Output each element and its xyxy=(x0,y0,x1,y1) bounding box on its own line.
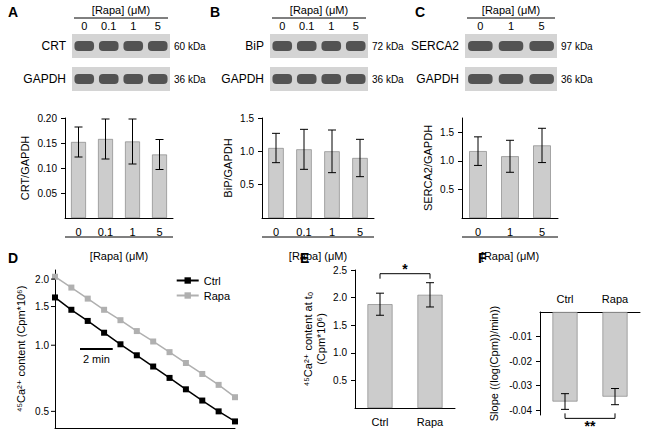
svg-text:E: E xyxy=(300,250,309,266)
svg-text:BiP/GAPDH: BiP/GAPDH xyxy=(222,138,234,197)
svg-text:⁴⁵Ca²⁺ content (Cpm*10⁶): ⁴⁵Ca²⁺ content (Cpm*10⁶) xyxy=(15,286,27,413)
svg-text:Rapa: Rapa xyxy=(417,416,444,428)
svg-text:1: 1 xyxy=(329,226,335,238)
svg-text:0.5: 0.5 xyxy=(333,375,347,386)
svg-text:0: 0 xyxy=(81,20,87,32)
svg-text:5: 5 xyxy=(353,20,359,32)
svg-text:-0.02: -0.02 xyxy=(509,356,532,367)
svg-text:SERCA2: SERCA2 xyxy=(411,39,459,53)
svg-text:F: F xyxy=(478,250,487,266)
svg-text:SERCA2/GAPDH: SERCA2/GAPDH xyxy=(422,125,434,211)
svg-text:5: 5 xyxy=(539,226,545,238)
svg-text:0: 0 xyxy=(477,20,483,32)
svg-text:CRT: CRT xyxy=(42,39,67,53)
svg-text:0.1: 0.1 xyxy=(296,226,311,238)
svg-text:Rapa: Rapa xyxy=(204,290,231,302)
svg-text:1.0: 1.0 xyxy=(35,340,49,351)
svg-text:Ctrl: Ctrl xyxy=(204,275,221,287)
svg-text:1.0: 1.0 xyxy=(333,347,347,358)
svg-text:C: C xyxy=(415,4,425,20)
svg-text:1.0: 1.0 xyxy=(240,146,254,157)
svg-text:36 kDa: 36 kDa xyxy=(174,74,206,85)
svg-text:[Rapa] (μM): [Rapa] (μM) xyxy=(481,250,539,262)
svg-text:0.05: 0.05 xyxy=(38,188,58,199)
svg-text:5: 5 xyxy=(156,226,162,238)
svg-text:36 kDa: 36 kDa xyxy=(561,74,593,85)
svg-text:0.1: 0.1 xyxy=(98,226,113,238)
svg-text:60 kDa: 60 kDa xyxy=(174,41,206,52)
svg-text:0.20: 0.20 xyxy=(38,113,58,124)
svg-text:Slope ((log(Cpm))/min)): Slope ((log(Cpm))/min)) xyxy=(488,306,500,422)
svg-text:-0.04: -0.04 xyxy=(509,405,532,416)
svg-text:[Rapa] (μM): [Rapa] (μM) xyxy=(90,250,148,262)
svg-text:(Cpm*10⁶): (Cpm*10⁶) xyxy=(315,313,327,365)
svg-text:2.5: 2.5 xyxy=(333,265,347,276)
svg-text:0.5: 0.5 xyxy=(35,406,49,417)
svg-text:[Rapa] (μM): [Rapa] (μM) xyxy=(289,250,347,262)
svg-text:1.0: 1.0 xyxy=(440,155,454,166)
svg-text:Ctrl: Ctrl xyxy=(371,416,388,428)
svg-text:5: 5 xyxy=(539,20,545,32)
svg-text:[Rapa] (μM): [Rapa] (μM) xyxy=(290,4,348,16)
svg-text:0.1: 0.1 xyxy=(101,20,116,32)
svg-text:2.0: 2.0 xyxy=(333,292,347,303)
svg-text:GAPDH: GAPDH xyxy=(23,72,66,86)
svg-text:*: * xyxy=(402,261,408,277)
svg-text:Ctrl: Ctrl xyxy=(556,293,573,305)
svg-text:1: 1 xyxy=(507,226,513,238)
svg-text:[Rapa] (μM): [Rapa] (μM) xyxy=(92,4,150,16)
svg-text:1: 1 xyxy=(129,226,135,238)
svg-text:1: 1 xyxy=(328,20,334,32)
svg-text:0.1: 0.1 xyxy=(299,20,314,32)
svg-text:CRT/GAPDH: CRT/GAPDH xyxy=(19,136,31,201)
svg-text:0.5: 0.5 xyxy=(440,184,454,195)
svg-text:0.10: 0.10 xyxy=(38,163,58,174)
svg-text:-0.03: -0.03 xyxy=(509,380,532,391)
svg-text:A: A xyxy=(8,4,18,20)
svg-text:2.0: 2.0 xyxy=(35,274,49,285)
svg-text:1.5: 1.5 xyxy=(440,127,454,138)
svg-text:-0.01: -0.01 xyxy=(509,331,532,342)
svg-text:0: 0 xyxy=(475,226,481,238)
svg-text:1.5: 1.5 xyxy=(35,301,49,312)
svg-text:97 kDa: 97 kDa xyxy=(561,41,593,52)
svg-text:Rapa: Rapa xyxy=(602,293,629,305)
svg-text:GAPDH: GAPDH xyxy=(416,72,459,86)
svg-text:GAPDH: GAPDH xyxy=(221,72,264,86)
svg-text:36 kDa: 36 kDa xyxy=(372,74,404,85)
svg-text:1.5: 1.5 xyxy=(333,320,347,331)
svg-text:0.5: 0.5 xyxy=(240,179,254,190)
svg-text:D: D xyxy=(8,250,18,266)
svg-text:**: ** xyxy=(585,418,596,434)
svg-text:⁴⁵Ca²⁺ content at t₀: ⁴⁵Ca²⁺ content at t₀ xyxy=(302,292,314,387)
svg-text:BiP: BiP xyxy=(245,39,264,53)
svg-text:5: 5 xyxy=(357,226,363,238)
svg-text:0: 0 xyxy=(273,226,279,238)
svg-text:B: B xyxy=(210,4,220,20)
svg-text:0.15: 0.15 xyxy=(38,138,58,149)
svg-text:2 min: 2 min xyxy=(83,353,110,365)
svg-text:1: 1 xyxy=(508,20,514,32)
svg-text:[Rapa] (μM): [Rapa] (μM) xyxy=(482,4,540,16)
svg-text:0: 0 xyxy=(75,226,81,238)
svg-text:1.5: 1.5 xyxy=(240,113,254,124)
svg-text:72 kDa: 72 kDa xyxy=(372,41,404,52)
svg-text:5: 5 xyxy=(155,20,161,32)
svg-text:0: 0 xyxy=(279,20,285,32)
svg-text:1: 1 xyxy=(130,20,136,32)
